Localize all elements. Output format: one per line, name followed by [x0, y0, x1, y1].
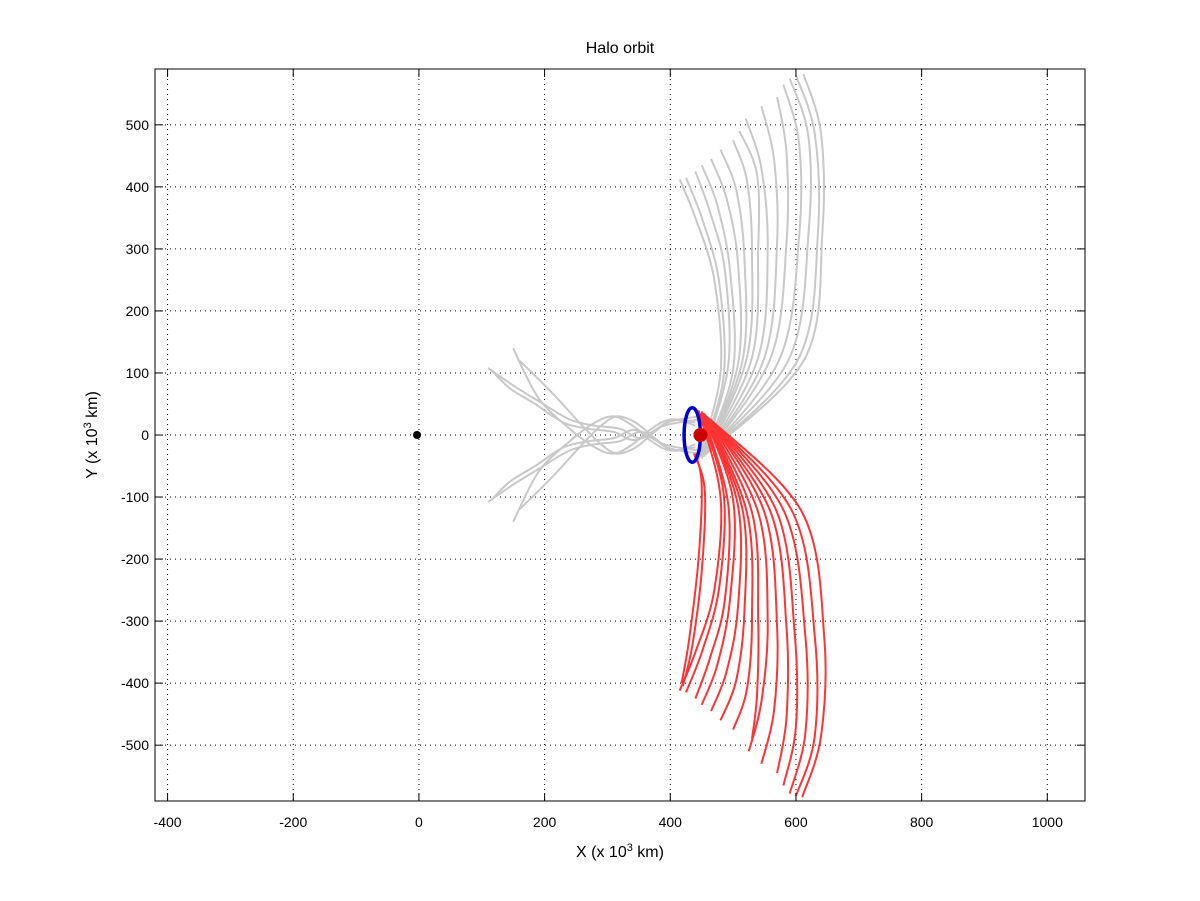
stable-manifold-right-trajectory	[707, 105, 779, 453]
stable-manifold-right-trajectory	[694, 171, 731, 459]
x-axis-label: X (x 103 km)	[576, 842, 664, 861]
chart-title: Halo orbit	[586, 40, 655, 57]
x-axis-label-prefix: X (x 10	[576, 844, 627, 861]
stable-manifold-left-trajectory	[512, 415, 696, 523]
l2-point-marker	[693, 428, 708, 442]
stable-manifold-right-trajectory	[700, 164, 736, 458]
grid	[155, 69, 1085, 801]
series	[413, 73, 827, 798]
stable-manifold-right-trajectory	[704, 139, 754, 456]
stable-manifold-right-trajectory	[709, 77, 812, 452]
x-tick-label: -400	[154, 814, 182, 830]
x-axis-label-sup: 3	[627, 842, 633, 854]
unstable-manifold-trajectory	[678, 409, 723, 691]
stable-manifold-left-trajectory	[518, 415, 696, 511]
stable-manifold-right-trajectory	[685, 177, 726, 457]
y-tick-label: 200	[126, 303, 150, 319]
y-tick-label: 300	[126, 241, 150, 257]
unstable-manifold-trajectory	[703, 412, 743, 712]
unstable-manifold-trajectory	[705, 415, 769, 752]
stable-manifold-right-trajectory	[709, 74, 821, 452]
x-axis-label-suffix: km)	[633, 844, 664, 861]
y-axis-label-prefix: Y (x 10	[84, 428, 101, 479]
unstable-manifold-trajectory	[707, 417, 790, 774]
y-tick-label: 500	[126, 117, 150, 133]
y-axis-label-suffix: km)	[84, 391, 101, 422]
x-tick-label: 0	[415, 814, 423, 830]
plot-area	[413, 73, 827, 798]
unstable-manifold-trajectory	[709, 418, 819, 797]
y-tick-label: -200	[121, 551, 149, 567]
stable-manifold-right-trajectory	[705, 118, 769, 455]
y-tick-label: 100	[126, 365, 150, 381]
x-tick-label: 400	[659, 814, 683, 830]
y-tick-label: 0	[141, 427, 149, 443]
y-axis-label-sup: 3	[82, 422, 94, 428]
stable-manifold-right-trajectory	[707, 96, 790, 453]
stable-manifold-left-trajectory	[490, 369, 699, 442]
stable-manifold-right-trajectory	[703, 158, 743, 458]
stable-manifold-right-trajectory	[705, 130, 761, 455]
stable-manifold-left-trajectory	[518, 359, 696, 455]
y-tick-label: -500	[121, 737, 149, 753]
unstable-manifold-trajectory	[694, 411, 731, 699]
x-tick-label: 800	[910, 814, 934, 830]
stable-manifold-right-trajectory	[703, 149, 748, 456]
y-axis-label: Y (x 103 km)	[82, 391, 101, 479]
stable-manifold-right-trajectory	[710, 73, 825, 452]
stable-manifold-left-trajectory	[487, 367, 699, 440]
unstable-manifold-trajectory	[681, 453, 707, 687]
stable-manifold-right-trajectory	[678, 179, 723, 461]
x-tick-label: 200	[533, 814, 557, 830]
y-tick-label: -100	[121, 489, 149, 505]
stable-manifold-left-trajectory	[490, 428, 699, 501]
unstable-manifold-trajectory	[708, 418, 799, 786]
y-tick-label: -400	[121, 675, 149, 691]
stable-manifold-right-trajectory	[708, 84, 803, 452]
unstable-manifold-trajectory	[709, 418, 827, 798]
unstable-manifold-trajectory	[708, 418, 809, 794]
unstable-manifold-trajectory	[705, 415, 760, 740]
earth-marker	[413, 431, 422, 439]
x-tick-label: 1000	[1032, 814, 1063, 830]
unstable-manifold-trajectory	[685, 413, 726, 693]
stable-manifold-left-trajectory	[487, 430, 699, 503]
unstable-manifold-trajectory	[707, 417, 779, 765]
y-tick-label: -300	[121, 613, 149, 629]
x-tick-label: 600	[784, 814, 808, 830]
unstable-manifold-trajectory	[700, 412, 736, 706]
stable-manifold-left-trajectory	[512, 347, 696, 455]
y-tick-label: 400	[126, 179, 150, 195]
unstable-manifold-trajectory	[703, 414, 748, 721]
ticks: -400 -200 0 200 400 600 800 1000-500-400-300-20…	[121, 69, 1085, 830]
unstable-manifold-trajectory	[704, 414, 754, 731]
x-tick-label: -200	[279, 814, 307, 830]
